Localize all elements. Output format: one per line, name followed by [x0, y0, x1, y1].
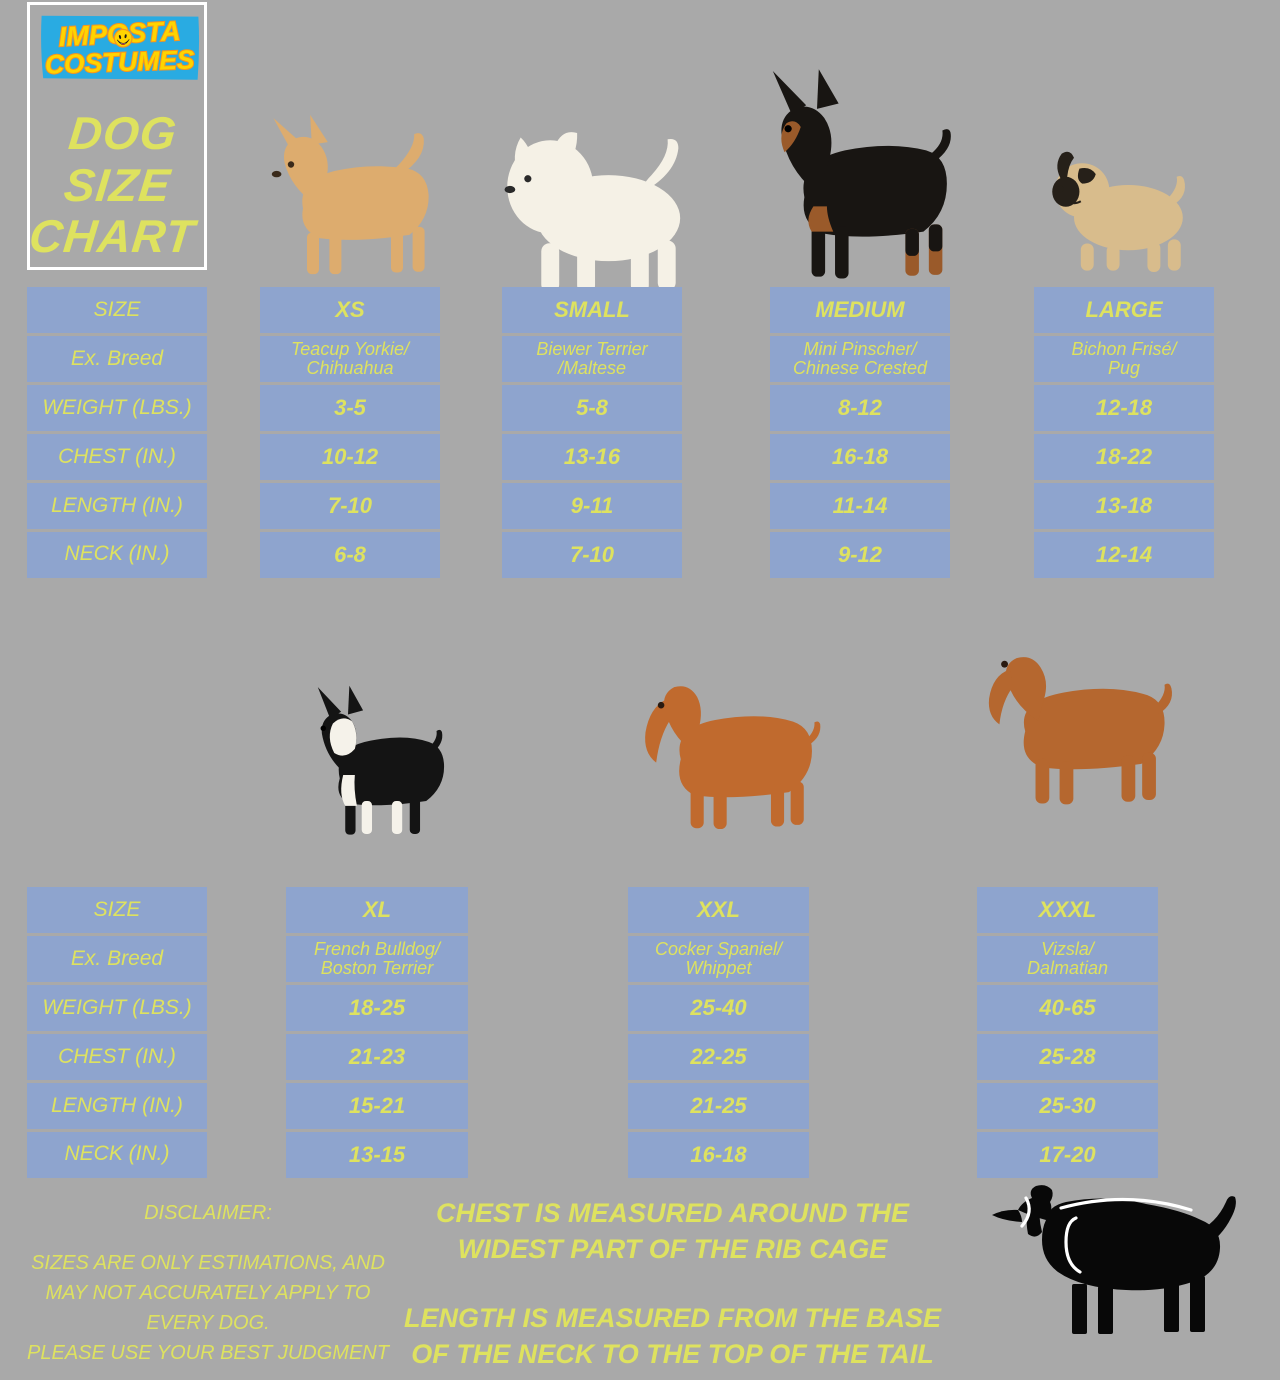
svg-text:COSTUMES: COSTUMES	[44, 44, 195, 79]
